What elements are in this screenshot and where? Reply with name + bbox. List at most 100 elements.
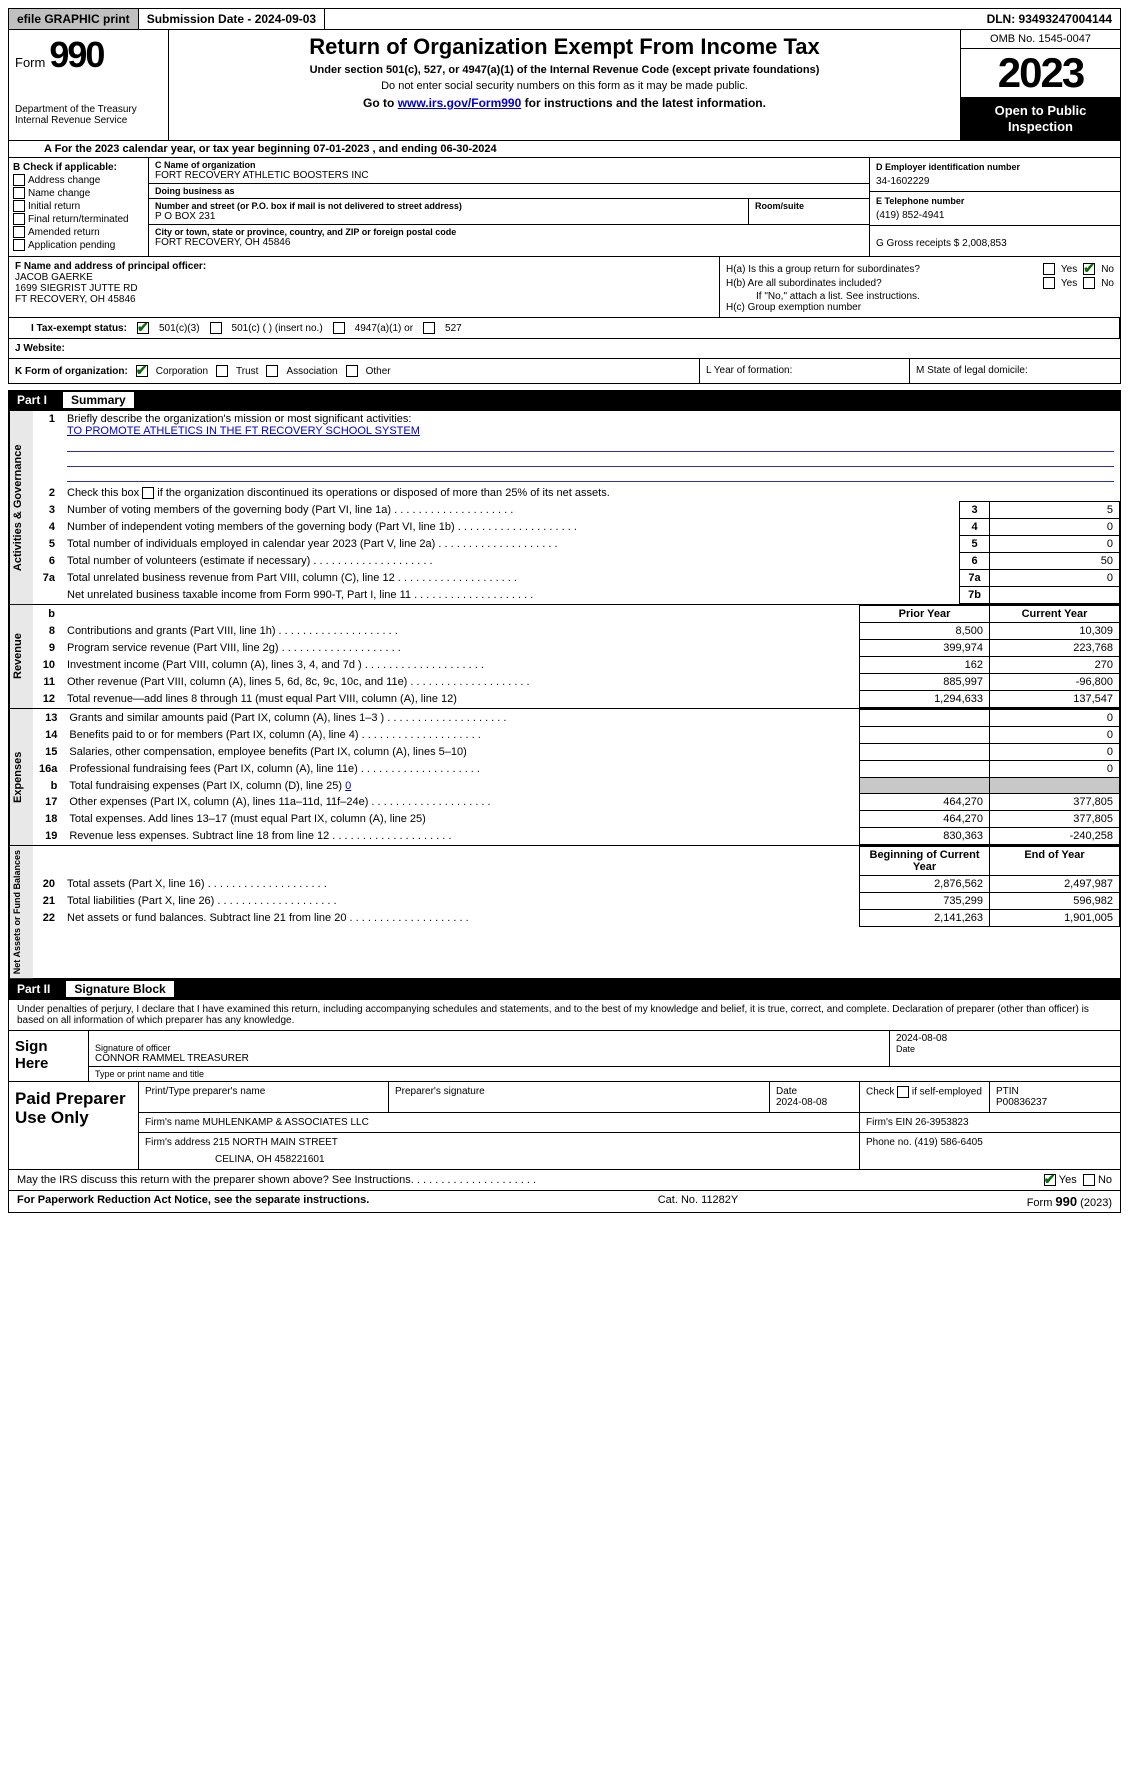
goto-link[interactable]: www.irs.gov/Form990 [398, 96, 522, 110]
line3-val: 5 [990, 502, 1120, 519]
chk-discuss-no[interactable] [1083, 1174, 1095, 1186]
cat-no: Cat. No. 11282Y [658, 1194, 739, 1209]
r9-prior: 399,974 [860, 640, 990, 657]
r12-curr: 137,547 [990, 691, 1120, 708]
chk-initial-return[interactable] [13, 200, 25, 212]
form-word: Form [15, 55, 45, 70]
r9-curr: 223,768 [990, 640, 1120, 657]
e17-curr: 377,805 [990, 794, 1120, 811]
fh-row: F Name and address of principal officer:… [8, 257, 1121, 318]
telephone: (419) 852-4941 [876, 210, 1114, 221]
submission-date: Submission Date - 2024-09-03 [139, 9, 325, 29]
chk-ha-yes[interactable] [1043, 263, 1055, 275]
n22-end: 1,901,005 [990, 910, 1120, 927]
box-b: B Check if applicable: Address change Na… [9, 158, 149, 256]
perjury-declaration: Under penalties of perjury, I declare th… [9, 1000, 1120, 1030]
e16a-curr: 0 [990, 761, 1120, 778]
paperwork-notice: For Paperwork Reduction Act Notice, see … [17, 1194, 369, 1209]
form-subtitle2: Do not enter social security numbers on … [177, 80, 952, 92]
summary-expenses: Expenses 13Grants and similar amounts pa… [8, 709, 1121, 846]
r12-prior: 1,294,633 [860, 691, 990, 708]
e14-curr: 0 [990, 727, 1120, 744]
r11-curr: -96,800 [990, 674, 1120, 691]
chk-4947[interactable] [333, 322, 345, 334]
sign-here-row: Sign Here Signature of officer CONNOR RA… [9, 1030, 1120, 1081]
state-domicile: M State of legal domicile: [910, 359, 1120, 383]
n21-end: 596,982 [990, 893, 1120, 910]
footer-row: For Paperwork Reduction Act Notice, see … [8, 1191, 1121, 1213]
chk-hb-no[interactable] [1083, 277, 1095, 289]
city-state-zip: FORT RECOVERY, OH 45846 [155, 237, 863, 248]
summary-ag: Activities & Governance 1 Briefly descri… [8, 411, 1121, 605]
summary-revenue: Revenue bPrior YearCurrent Year 8Contrib… [8, 605, 1121, 709]
omb-number: OMB No. 1545-0047 [961, 30, 1120, 49]
entity-block: B Check if applicable: Address change Na… [8, 158, 1121, 257]
chk-assoc[interactable] [266, 365, 278, 377]
firm-addr2: CELINA, OH 458221601 [145, 1154, 853, 1165]
klm-row: K Form of organization: Corporation Trus… [8, 359, 1121, 384]
box-d: D Employer identification number 34-1602… [870, 158, 1120, 256]
e15-curr: 0 [990, 744, 1120, 761]
line7a-val: 0 [990, 570, 1120, 587]
e14-prior [860, 727, 990, 744]
e13-prior [860, 710, 990, 727]
chk-501c3[interactable] [137, 322, 149, 334]
n20-beg: 2,876,562 [860, 876, 990, 893]
summary-netassets: Net Assets or Fund Balances Beginning of… [8, 846, 1121, 979]
chk-hb-yes[interactable] [1043, 277, 1055, 289]
box-c: C Name of organization FORT RECOVERY ATH… [149, 158, 870, 256]
gross-receipts: G Gross receipts $ 2,008,853 [876, 238, 1114, 249]
chk-corp[interactable] [136, 365, 148, 377]
vtab-netassets: Net Assets or Fund Balances [9, 846, 33, 978]
chk-self-employed[interactable] [897, 1086, 909, 1098]
officer-sig: CONNOR RAMMEL TREASURER [95, 1053, 883, 1064]
chk-trust[interactable] [216, 365, 228, 377]
e17-prior: 464,270 [860, 794, 990, 811]
chk-discuss-yes[interactable] [1044, 1174, 1056, 1186]
line6-val: 50 [990, 553, 1120, 570]
e16a-prior [860, 761, 990, 778]
firm-ein: 26-3953823 [915, 1117, 968, 1128]
chk-527[interactable] [423, 322, 435, 334]
e18-prior: 464,270 [860, 811, 990, 828]
line5-val: 0 [990, 536, 1120, 553]
chk-501c[interactable] [210, 322, 222, 334]
chk-name-change[interactable] [13, 187, 25, 199]
chk-app-pending[interactable] [13, 239, 25, 251]
signature-block: Under penalties of perjury, I declare th… [8, 1000, 1121, 1170]
e13-curr: 0 [990, 710, 1120, 727]
e19-curr: -240,258 [990, 828, 1120, 845]
firm-addr1: 215 NORTH MAIN STREET [213, 1137, 338, 1148]
chk-final-return[interactable] [13, 213, 25, 225]
ij-row: I Tax-exempt status: 501(c)(3) 501(c) ( … [8, 318, 1121, 339]
vtab-revenue: Revenue [9, 605, 33, 708]
year-formation: L Year of formation: [700, 359, 910, 383]
ein: 34-1602229 [876, 176, 1114, 187]
part1-header: Part I Summary [8, 390, 1121, 411]
tax-year-range: A For the 2023 calendar year, or tax yea… [8, 141, 1121, 158]
discuss-row: May the IRS discuss this return with the… [8, 1170, 1121, 1191]
form-footer: Form 990 (2023) [1027, 1194, 1112, 1209]
e19-prior: 830,363 [860, 828, 990, 845]
chk-ha-no[interactable] [1083, 263, 1095, 275]
chk-address-change[interactable] [13, 174, 25, 186]
r10-prior: 162 [860, 657, 990, 674]
form-number: 990 [49, 34, 103, 76]
r11-prior: 885,997 [860, 674, 990, 691]
vtab-ag: Activities & Governance [9, 411, 33, 604]
form-header: Form 990 Department of the TreasuryInter… [8, 30, 1121, 141]
part2-header: Part II Signature Block [8, 979, 1121, 1000]
form-subtitle: Under section 501(c), 527, or 4947(a)(1)… [177, 64, 952, 76]
efile-label: efile GRAPHIC print [9, 9, 139, 29]
chk-amended[interactable] [13, 226, 25, 238]
firm-phone: (419) 586-6405 [914, 1137, 982, 1148]
r8-prior: 8,500 [860, 623, 990, 640]
chk-discontinued[interactable] [142, 487, 154, 499]
prep-date: 2024-08-08 [776, 1097, 853, 1108]
r10-curr: 270 [990, 657, 1120, 674]
street-address: P O BOX 231 [155, 211, 742, 222]
e16b-val: 0 [345, 780, 351, 792]
firm-name: MUHLENKAMP & ASSOCIATES LLC [202, 1117, 368, 1128]
n22-beg: 2,141,263 [860, 910, 990, 927]
chk-other[interactable] [346, 365, 358, 377]
